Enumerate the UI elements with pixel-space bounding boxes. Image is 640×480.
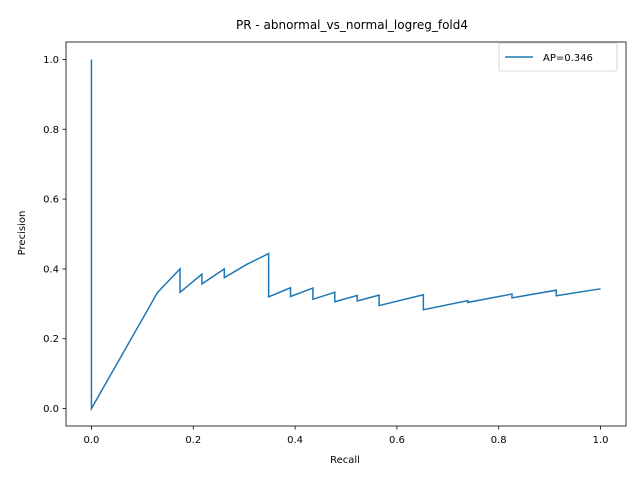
y-tick-label: 0.0: [43, 404, 59, 415]
y-tick-label: 0.2: [43, 334, 59, 345]
y-tick-label: 0.4: [43, 264, 59, 275]
legend-box: [498, 42, 618, 72]
y-axis-ticks: 0.0 0.2 0.4 0.6 0.8 1.0: [43, 55, 66, 415]
x-tick-label: 1.0: [593, 435, 609, 446]
legend: AP=0.346: [498, 42, 618, 72]
x-tick-label: 0.6: [389, 435, 405, 446]
y-tick-label: 0.8: [43, 125, 59, 136]
legend-label: AP=0.346: [543, 53, 593, 64]
x-axis-ticks: 0.0 0.2 0.4 0.6 0.8 1.0: [84, 426, 609, 446]
pr-curve-line: [90, 59, 601, 412]
axes-frame: [65, 41, 627, 427]
x-tick-label: 0.8: [491, 435, 507, 446]
x-tick-label: 0.0: [84, 435, 100, 446]
plot-area: [90, 59, 601, 412]
chart-title: PR - abnormal_vs_normal_logreg_fold4: [236, 18, 468, 32]
x-tick-label: 0.2: [185, 435, 201, 446]
x-tick-label: 0.4: [287, 435, 303, 446]
x-axis-label: Recall: [330, 455, 360, 466]
y-axis-label: Precision: [17, 211, 28, 256]
y-tick-label: 0.6: [43, 195, 59, 206]
y-tick-label: 1.0: [43, 55, 59, 66]
